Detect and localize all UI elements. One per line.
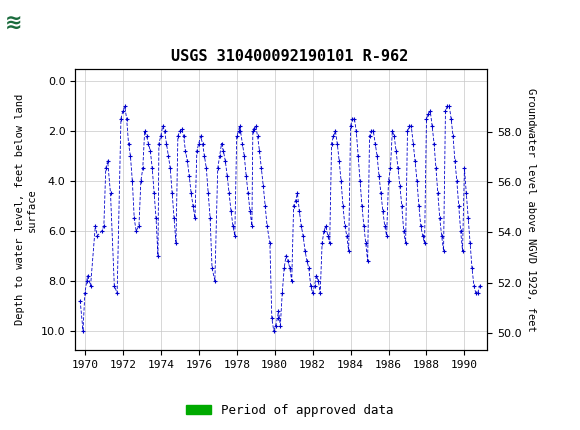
Text: USGS: USGS — [67, 12, 135, 33]
Legend: Period of approved data: Period of approved data — [181, 399, 399, 422]
Y-axis label: Groundwater level above NGVD 1929, feet: Groundwater level above NGVD 1929, feet — [526, 88, 536, 332]
Text: ≋: ≋ — [5, 12, 22, 33]
Text: USGS 310400092190101 R-962: USGS 310400092190101 R-962 — [171, 49, 409, 64]
Bar — [3, 3, 58, 42]
Y-axis label: Depth to water level, feet below land
surface: Depth to water level, feet below land su… — [15, 94, 37, 325]
